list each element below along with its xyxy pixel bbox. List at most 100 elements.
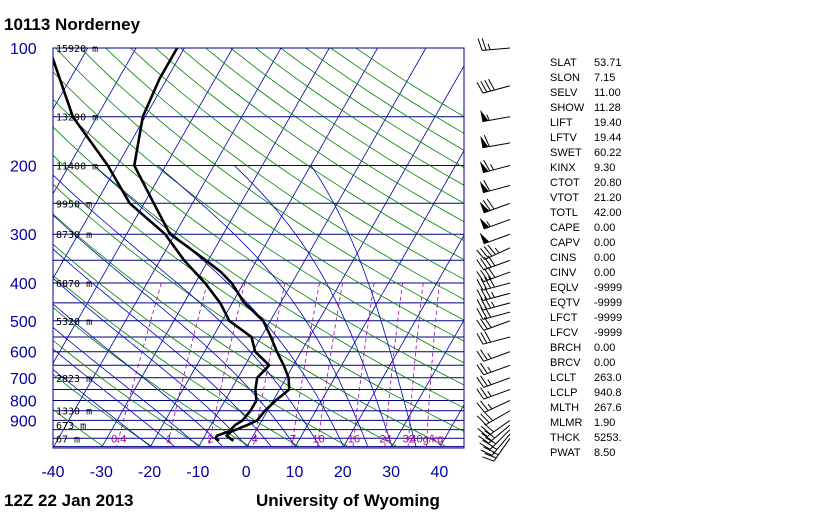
wind-barb-staff [485, 410, 511, 426]
wind-barb-feather [476, 82, 484, 94]
wind-barb-staff [486, 419, 511, 437]
wind-barb-feather [488, 276, 495, 288]
mixing-ratio-label: 7 [290, 433, 296, 445]
pressure-tick-label: 100 [10, 41, 37, 58]
wind-barb-staff [482, 85, 511, 94]
station-title: 10113 Norderney [4, 15, 141, 34]
wind-barb-half-feather [491, 291, 495, 298]
wind-barb-feather [476, 308, 484, 320]
index-value: 0.00 [594, 252, 615, 264]
wind-barb-feather [476, 271, 485, 282]
wind-barb-pennant [479, 232, 490, 244]
wind-barb-feather [482, 199, 491, 211]
index-value: 19.44 [594, 132, 622, 144]
temperature-tick-label: -30 [90, 464, 113, 481]
index-value: -9999 [594, 327, 622, 339]
moist-adiabat-line [53, 326, 199, 447]
wind-barb-feather [482, 439, 494, 448]
wind-barb-feather [480, 413, 490, 424]
height-label: 6870 m [56, 279, 92, 290]
index-name: SHOW [550, 102, 585, 114]
isotherm-line [53, 48, 234, 365]
wind-barb-feather [483, 134, 490, 147]
wind-barb [477, 38, 511, 51]
wind-barb [480, 134, 511, 149]
wind-barb-staff [488, 424, 511, 444]
wind-barb-half-feather [491, 301, 495, 308]
index-value: -9999 [594, 297, 622, 309]
wind-barb [476, 78, 511, 94]
isotherm-line [391, 319, 464, 447]
moist-adiabat-line [310, 165, 417, 447]
mixing-ratio-line [426, 282, 440, 447]
wind-barb-staff [483, 202, 511, 214]
wind-barb-feather [480, 278, 488, 290]
dry-adiabat-line [53, 306, 251, 447]
dry-adiabat-line [53, 126, 464, 409]
mixing-ratio-label: 40g/kg [410, 433, 443, 445]
wind-barb-feather [480, 400, 489, 411]
isotherm-line [198, 48, 427, 447]
index-name: EQLV [550, 282, 579, 294]
index-name: EQTV [550, 297, 581, 309]
pressure-tick-label: 600 [10, 345, 37, 362]
index-value: 53.71 [594, 57, 622, 69]
observation-time: 12Z 22 Jan 2013 [4, 491, 133, 510]
dry-adiabat-line [53, 373, 153, 447]
mixing-ratio-line [384, 282, 403, 447]
wind-barb-feather [480, 362, 488, 374]
wind-barb [482, 438, 511, 462]
mixing-ratio-line [208, 282, 246, 447]
dry-adiabat-line [55, 48, 464, 342]
wind-barb-half-feather [492, 452, 499, 456]
wind-barb [476, 375, 511, 388]
wind-barb-staff [482, 185, 511, 194]
wind-barb-feather [480, 288, 488, 300]
wind-barb-half-feather [486, 221, 491, 227]
height-label: 67 m [56, 434, 80, 445]
wind-barb [476, 244, 511, 261]
index-name: LIFT [550, 117, 573, 129]
index-name: CINV [550, 267, 577, 279]
wind-barb-half-feather [487, 379, 492, 385]
wind-barb-feather [486, 198, 495, 210]
wind-barb-feather [484, 297, 492, 309]
wind-barb-feather [476, 279, 484, 291]
temperature-tick-label: -10 [186, 464, 209, 481]
wind-barb-feather [476, 333, 484, 345]
wind-barb-pennant [479, 181, 489, 193]
wind-barb-feather [482, 456, 495, 462]
index-name: SLAT [550, 57, 577, 69]
wind-barb-staff [483, 377, 511, 388]
wind-barb [480, 433, 511, 456]
wind-barb-feather [476, 388, 485, 400]
temperature-tick-label: 20 [334, 464, 352, 481]
wind-barb [476, 317, 511, 331]
index-name: LFCV [550, 327, 579, 339]
temperature-tick-label: 40 [431, 464, 449, 481]
wind-barb-feather [484, 306, 492, 318]
wind-barb-half-feather [487, 43, 491, 50]
wind-barb [479, 429, 511, 450]
wind-barb-feather [476, 415, 487, 426]
wind-barb-half-feather [494, 247, 500, 254]
source-credit: University of Wyoming [256, 491, 440, 510]
wind-barb [476, 331, 511, 345]
mixing-ratio-label: 10 [312, 433, 324, 445]
pressure-axis: 100 200 300 400 500 600 700 800 900 [10, 41, 37, 430]
index-value: -9999 [594, 312, 622, 324]
wind-barb-half-feather [487, 353, 492, 359]
index-name: CAPE [550, 222, 580, 234]
index-value: 1.90 [594, 417, 615, 429]
pressure-tick-label: 300 [10, 227, 37, 244]
wind-barb-feather [483, 446, 495, 453]
index-value: -9999 [594, 282, 622, 294]
wind-barb-staff [482, 336, 511, 345]
wind-barb-staff [483, 271, 511, 283]
dry-adiabat-line [53, 71, 464, 364]
wind-barb-feather [483, 246, 493, 257]
height-label: 8730 m [56, 230, 92, 241]
wind-barb-feather [484, 331, 492, 343]
index-value: 0.00 [594, 267, 615, 279]
